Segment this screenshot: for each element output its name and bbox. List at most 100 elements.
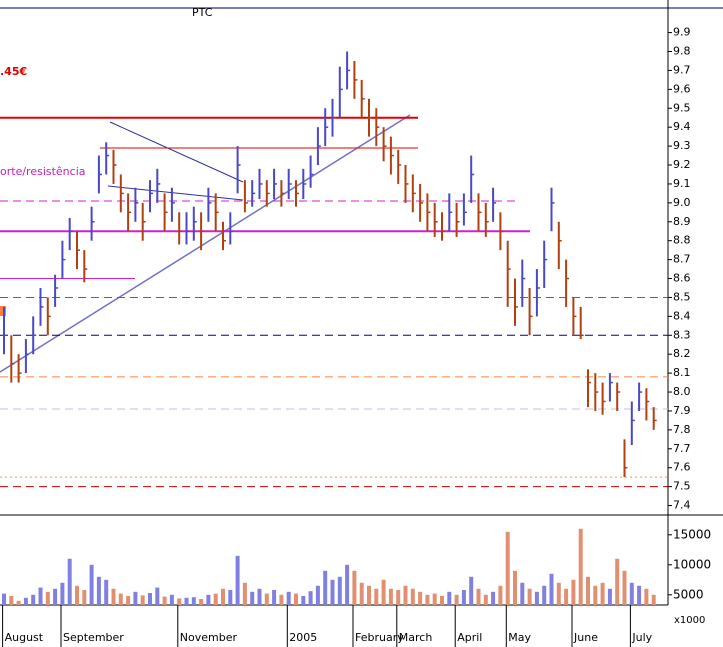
volume-bar bbox=[520, 582, 525, 605]
volume-bar bbox=[148, 593, 152, 605]
y-tick-label: 7.6 bbox=[673, 461, 691, 474]
volume-bar bbox=[615, 558, 620, 605]
y-tick-label: 9.4 bbox=[673, 120, 691, 133]
volume-bar bbox=[177, 598, 182, 605]
annotation: .45€ bbox=[0, 65, 27, 78]
volume-bar bbox=[9, 596, 14, 605]
y-tick-label: 8.4 bbox=[673, 309, 691, 322]
volume-bar bbox=[513, 570, 517, 605]
x-tick-label: 2005 bbox=[289, 631, 317, 644]
y-tick-label: 7.5 bbox=[673, 480, 691, 493]
volume-bar bbox=[242, 582, 247, 605]
volume-bar bbox=[622, 570, 627, 605]
volume-bar bbox=[155, 587, 160, 605]
volume-bar bbox=[367, 585, 371, 605]
volume-bar bbox=[2, 593, 6, 605]
volume-bar bbox=[82, 590, 87, 605]
y-tick-label: 9.3 bbox=[673, 139, 691, 152]
volume-bar bbox=[221, 588, 225, 605]
volume-bar bbox=[104, 579, 109, 605]
volume-bar bbox=[330, 579, 335, 605]
volume-bar bbox=[67, 558, 72, 605]
volume-bar bbox=[388, 588, 393, 605]
volume-bar bbox=[410, 588, 415, 605]
volume-bar bbox=[45, 591, 50, 605]
y-tick-label: 9.9 bbox=[673, 26, 691, 39]
volume-bar bbox=[286, 591, 291, 605]
y-tick-label: 8.6 bbox=[673, 272, 691, 285]
volume-bar bbox=[593, 585, 598, 605]
y-tick-label: 10000 bbox=[673, 557, 711, 571]
volume-bar bbox=[571, 579, 576, 605]
volume-bar bbox=[96, 576, 101, 605]
volume-bar bbox=[381, 579, 386, 605]
volume-bar bbox=[651, 594, 656, 605]
volume-bar bbox=[323, 570, 328, 605]
annotation: orte/resistência bbox=[0, 165, 86, 178]
volume-bar bbox=[272, 590, 277, 605]
volume-bar bbox=[118, 593, 123, 605]
volume-bar bbox=[184, 597, 189, 605]
y-tick-label: 7.4 bbox=[673, 499, 691, 512]
volume-bar bbox=[126, 596, 131, 605]
volume-bar bbox=[38, 587, 43, 605]
y-tick-label: 5000 bbox=[673, 587, 704, 601]
volume-bar bbox=[169, 594, 174, 605]
x-tick-label: May bbox=[508, 631, 531, 644]
y-tick-label: 9.7 bbox=[673, 63, 691, 76]
y-tick-label: 7.9 bbox=[673, 404, 691, 417]
volume-bar bbox=[432, 593, 437, 605]
y-tick-label: 9.0 bbox=[673, 196, 691, 209]
volume-bar bbox=[250, 591, 255, 605]
volume-bar bbox=[264, 593, 269, 605]
y-tick-label: 8.0 bbox=[673, 385, 691, 398]
volume-bar bbox=[301, 596, 306, 605]
volume-bar bbox=[476, 588, 481, 605]
x-tick-label: September bbox=[63, 631, 124, 644]
y-tick-label: 7.7 bbox=[673, 442, 691, 455]
volume-bar bbox=[111, 588, 116, 605]
volume-bar bbox=[403, 585, 408, 605]
volume-bar bbox=[578, 528, 583, 605]
volume-bar bbox=[75, 585, 79, 605]
volume-bar bbox=[294, 593, 298, 605]
volume-bar bbox=[447, 591, 452, 605]
trendline bbox=[0, 114, 411, 373]
volume-bar bbox=[396, 590, 401, 605]
y-tick-label: 9.5 bbox=[673, 101, 691, 114]
chart-title: PTC bbox=[192, 6, 213, 19]
volume-bar bbox=[491, 591, 496, 605]
volume-bar bbox=[556, 582, 561, 605]
volume-bar bbox=[352, 570, 357, 605]
x-tick-label: August bbox=[5, 631, 44, 644]
volume-bar bbox=[140, 595, 145, 605]
volume-bar bbox=[469, 576, 474, 605]
y-tick-label: 9.6 bbox=[673, 82, 691, 95]
volume-bar bbox=[359, 582, 364, 605]
volume-bar bbox=[162, 596, 167, 605]
volume-bar bbox=[629, 582, 634, 605]
x-tick-label: February bbox=[355, 631, 404, 644]
volume-bar bbox=[527, 588, 532, 605]
volume-bar bbox=[89, 564, 94, 605]
trendline bbox=[107, 185, 244, 201]
x-tick-label: July bbox=[631, 631, 652, 644]
y-tick-label: 9.2 bbox=[673, 158, 691, 171]
volume-bar bbox=[483, 594, 488, 605]
y-tick-label: 8.3 bbox=[673, 328, 691, 341]
volume-bar bbox=[600, 582, 605, 605]
volume-bar bbox=[23, 597, 28, 605]
volume-bar bbox=[549, 573, 554, 605]
volume-bar bbox=[228, 590, 233, 605]
volume-bar bbox=[564, 588, 569, 605]
volume-unit: x1000 bbox=[674, 615, 705, 626]
volume-bar bbox=[586, 576, 590, 605]
volume-bar bbox=[133, 591, 138, 605]
x-tick-label: March bbox=[399, 631, 433, 644]
volume-bar bbox=[235, 555, 240, 605]
x-tick-label: June bbox=[573, 631, 598, 644]
trendline bbox=[109, 121, 244, 183]
volume-bar bbox=[308, 591, 313, 605]
volume-bar bbox=[542, 585, 547, 605]
x-tick-label: April bbox=[457, 631, 482, 644]
